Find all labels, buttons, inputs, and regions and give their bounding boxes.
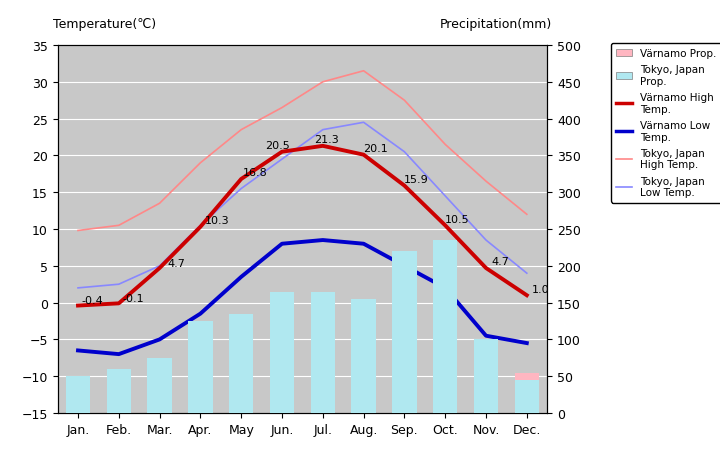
- Värnamo High
Temp.: [156, 266, 164, 271]
- Bar: [107, 376, 131, 413]
- Text: 4.7: 4.7: [167, 258, 185, 268]
- Bar: [392, 252, 417, 413]
- Värnamo High
Temp.: [237, 177, 246, 182]
- Line: Tokyo, Japan
Low Temp.: Tokyo, Japan Low Temp.: [78, 123, 527, 288]
- Värnamo High
Temp.: [482, 266, 490, 271]
- Text: 20.5: 20.5: [266, 141, 290, 151]
- Bar: [515, 380, 539, 413]
- Värnamo High
Temp.: [73, 303, 82, 308]
- Bar: [270, 365, 294, 413]
- Värnamo High
Temp.: [114, 301, 123, 307]
- Bar: [66, 376, 90, 413]
- Line: Tokyo, Japan
High Temp.: Tokyo, Japan High Temp.: [78, 72, 527, 231]
- Tokyo, Japan
Low Temp.: [156, 263, 164, 269]
- Text: 10.5: 10.5: [445, 214, 469, 224]
- Tokyo, Japan
High Temp.: [114, 223, 123, 229]
- Bar: [474, 362, 498, 413]
- Tokyo, Japan
High Temp.: [482, 179, 490, 185]
- Värnamo High
Temp.: [523, 293, 531, 298]
- Tokyo, Japan
Low Temp.: [441, 194, 449, 199]
- Värnamo Low
Temp.: [114, 352, 123, 357]
- Tokyo, Japan
High Temp.: [523, 212, 531, 218]
- Text: 21.3: 21.3: [315, 135, 339, 145]
- Tokyo, Japan
High Temp.: [196, 161, 204, 166]
- Tokyo, Japan
Low Temp.: [114, 282, 123, 287]
- Tokyo, Japan
Low Temp.: [318, 128, 327, 133]
- Värnamo Low
Temp.: [196, 311, 204, 317]
- Värnamo High
Temp.: [400, 184, 409, 189]
- Bar: [351, 365, 376, 413]
- Bar: [188, 384, 212, 413]
- Bar: [107, 369, 131, 413]
- Tokyo, Japan
High Temp.: [73, 228, 82, 234]
- Tokyo, Japan
Low Temp.: [523, 271, 531, 276]
- Text: 10.3: 10.3: [204, 216, 229, 226]
- Tokyo, Japan
Low Temp.: [196, 223, 204, 229]
- Värnamo High
Temp.: [359, 152, 368, 158]
- Line: Värnamo High
Temp.: Värnamo High Temp.: [78, 146, 527, 306]
- Text: 15.9: 15.9: [404, 174, 429, 185]
- Värnamo Low
Temp.: [482, 333, 490, 339]
- Tokyo, Japan
High Temp.: [359, 69, 368, 74]
- Värnamo Low
Temp.: [359, 241, 368, 247]
- Bar: [433, 241, 457, 413]
- Text: -0.1: -0.1: [122, 293, 144, 303]
- Tokyo, Japan
High Temp.: [278, 106, 287, 111]
- Bar: [515, 373, 539, 413]
- Värnamo Low
Temp.: [523, 341, 531, 346]
- Bar: [310, 292, 335, 413]
- Tokyo, Japan
Low Temp.: [482, 238, 490, 243]
- Text: 16.8: 16.8: [243, 168, 268, 178]
- Bar: [229, 376, 253, 413]
- Tokyo, Japan
High Temp.: [441, 142, 449, 148]
- Bar: [66, 376, 90, 413]
- Line: Värnamo Low
Temp.: Värnamo Low Temp.: [78, 241, 527, 354]
- Värnamo Low
Temp.: [73, 348, 82, 353]
- Legend: Värnamo Prop., Tokyo, Japan
Prop., Värnamo High
Temp., Värnamo Low
Temp., Tokyo,: Värnamo Prop., Tokyo, Japan Prop., Värna…: [611, 44, 720, 203]
- Bar: [474, 340, 498, 413]
- Värnamo High
Temp.: [278, 150, 287, 155]
- Text: Temperature(℃): Temperature(℃): [53, 18, 156, 31]
- Text: 4.7: 4.7: [491, 257, 509, 267]
- Tokyo, Japan
High Temp.: [400, 98, 409, 104]
- Tokyo, Japan
Low Temp.: [359, 120, 368, 126]
- Bar: [188, 321, 212, 413]
- Bar: [351, 299, 376, 413]
- Värnamo Low
Temp.: [237, 274, 246, 280]
- Text: Precipitation(mm): Precipitation(mm): [440, 18, 552, 31]
- Text: 20.1: 20.1: [364, 144, 388, 154]
- Värnamo Low
Temp.: [278, 241, 287, 247]
- Tokyo, Japan
Low Temp.: [73, 285, 82, 291]
- Värnamo Low
Temp.: [156, 337, 164, 342]
- Värnamo Low
Temp.: [400, 263, 409, 269]
- Värnamo High
Temp.: [318, 144, 327, 149]
- Text: 1.0: 1.0: [532, 284, 550, 294]
- Tokyo, Japan
Low Temp.: [237, 186, 246, 192]
- Bar: [433, 354, 457, 413]
- Bar: [392, 358, 417, 413]
- Tokyo, Japan
High Temp.: [237, 128, 246, 133]
- Tokyo, Japan
Low Temp.: [278, 157, 287, 162]
- Värnamo Low
Temp.: [441, 285, 449, 291]
- Värnamo High
Temp.: [196, 224, 204, 230]
- Tokyo, Japan
Low Temp.: [400, 150, 409, 155]
- Bar: [229, 314, 253, 413]
- Text: -0.4: -0.4: [81, 296, 103, 306]
- Bar: [270, 292, 294, 413]
- Bar: [148, 384, 172, 413]
- Tokyo, Japan
High Temp.: [318, 80, 327, 85]
- Bar: [148, 358, 172, 413]
- Värnamo Low
Temp.: [318, 238, 327, 243]
- Bar: [310, 365, 335, 413]
- Tokyo, Japan
High Temp.: [156, 201, 164, 207]
- Värnamo High
Temp.: [441, 223, 449, 229]
